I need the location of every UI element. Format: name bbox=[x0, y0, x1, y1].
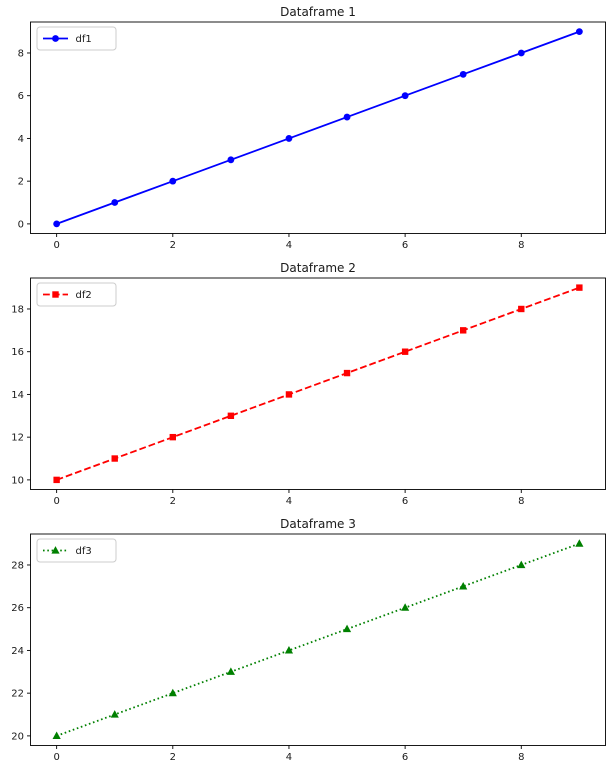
legend: df2 bbox=[36, 282, 117, 307]
chart-title: Dataframe 3 bbox=[280, 517, 356, 531]
y-tick-label: 12 bbox=[11, 433, 24, 444]
data-point-marker bbox=[343, 113, 351, 121]
y-tick-label: 6 bbox=[18, 91, 24, 102]
y-tick-label: 14 bbox=[11, 390, 24, 401]
x-tick-label: 4 bbox=[286, 496, 292, 507]
data-point-marker bbox=[575, 539, 584, 547]
y-tick-label: 16 bbox=[11, 347, 24, 358]
x-tick-label: 8 bbox=[518, 240, 524, 251]
y-tick-label: 8 bbox=[18, 48, 24, 59]
y-tick-label: 2 bbox=[18, 177, 24, 188]
x-tick-label: 2 bbox=[170, 496, 176, 507]
data-point-marker bbox=[342, 624, 352, 633]
x-tick-label: 2 bbox=[170, 752, 176, 763]
series-line-df2 bbox=[56, 286, 580, 481]
x-tick-label: 8 bbox=[518, 496, 524, 507]
x-tick-label: 4 bbox=[286, 240, 292, 251]
data-point-marker bbox=[52, 291, 59, 298]
series-line-df1 bbox=[56, 30, 580, 225]
data-point-marker bbox=[52, 35, 59, 42]
y-tick-label: 4 bbox=[18, 134, 24, 145]
data-point-marker bbox=[227, 156, 235, 164]
legend-label: df2 bbox=[76, 290, 92, 301]
data-point-marker bbox=[401, 348, 409, 355]
x-tick-label: 2 bbox=[170, 240, 176, 251]
data-point-marker bbox=[111, 455, 118, 462]
y-tick-label: 26 bbox=[11, 603, 24, 614]
data-point-marker bbox=[459, 581, 468, 590]
data-point-marker bbox=[401, 92, 409, 100]
y-tick-label: 28 bbox=[11, 560, 24, 571]
data-point-marker bbox=[459, 70, 467, 78]
data-point-marker bbox=[52, 731, 61, 739]
data-point-marker bbox=[169, 177, 177, 185]
data-point-marker bbox=[517, 49, 525, 57]
data-point-marker bbox=[517, 560, 526, 569]
x-tick-label: 6 bbox=[402, 240, 408, 251]
legend-box bbox=[36, 282, 117, 307]
legend-label: df3 bbox=[76, 546, 92, 557]
data-point-marker bbox=[169, 433, 176, 441]
data-point-marker bbox=[111, 199, 119, 206]
data-point-marker bbox=[518, 305, 525, 313]
x-tick-label: 0 bbox=[53, 240, 59, 251]
y-tick-label: 10 bbox=[11, 475, 24, 486]
data-point-marker bbox=[285, 391, 293, 398]
data-point-marker bbox=[460, 327, 467, 334]
legend: df3 bbox=[36, 538, 117, 563]
data-point-marker bbox=[285, 135, 293, 142]
data-point-marker bbox=[343, 369, 351, 377]
y-tick-label: 0 bbox=[18, 219, 24, 230]
data-point-marker bbox=[226, 667, 235, 675]
x-tick-label: 6 bbox=[402, 752, 408, 763]
legend-label: df1 bbox=[76, 34, 92, 45]
data-point-marker bbox=[401, 603, 410, 611]
data-point-marker bbox=[53, 476, 60, 484]
chart-svg-2: Dataframe 2 0 2 4 6 8 10 12 14 16 18 df2 bbox=[11, 261, 606, 507]
legend-box bbox=[36, 26, 117, 51]
legend: df1 bbox=[36, 26, 117, 51]
data-point-marker bbox=[576, 284, 583, 291]
chart-svg-1: Dataframe 1 0 2 4 6 8 0 2 4 6 8 df1 bbox=[18, 5, 606, 251]
subplot-dataframe-1: Dataframe 1 0 2 4 6 8 0 2 4 6 8 df1 bbox=[0, 0, 613, 256]
data-point-marker bbox=[51, 546, 60, 554]
x-tick-label: 6 bbox=[402, 496, 408, 507]
data-point-marker bbox=[575, 28, 583, 36]
y-tick-label: 18 bbox=[11, 304, 24, 315]
data-point-marker bbox=[168, 688, 177, 697]
chart-title: Dataframe 1 bbox=[280, 5, 356, 19]
y-tick-label: 24 bbox=[11, 646, 24, 657]
x-tick-label: 0 bbox=[53, 752, 59, 763]
data-point-marker bbox=[227, 412, 235, 419]
data-point-marker bbox=[284, 646, 294, 654]
data-point-marker bbox=[110, 710, 119, 718]
y-tick-label: 20 bbox=[11, 731, 24, 742]
subplot-dataframe-3: Dataframe 3 0 2 4 6 8 20 22 24 26 28 df3 bbox=[0, 512, 613, 768]
x-tick-label: 0 bbox=[53, 496, 59, 507]
chart-title: Dataframe 2 bbox=[280, 261, 356, 275]
legend-box bbox=[36, 538, 117, 563]
subplot-dataframe-2: Dataframe 2 0 2 4 6 8 10 12 14 16 18 df2 bbox=[0, 256, 613, 512]
y-tick-label: 22 bbox=[11, 689, 24, 700]
x-tick-label: 4 bbox=[286, 752, 292, 763]
x-tick-label: 8 bbox=[518, 752, 524, 763]
data-point-marker bbox=[53, 220, 61, 228]
